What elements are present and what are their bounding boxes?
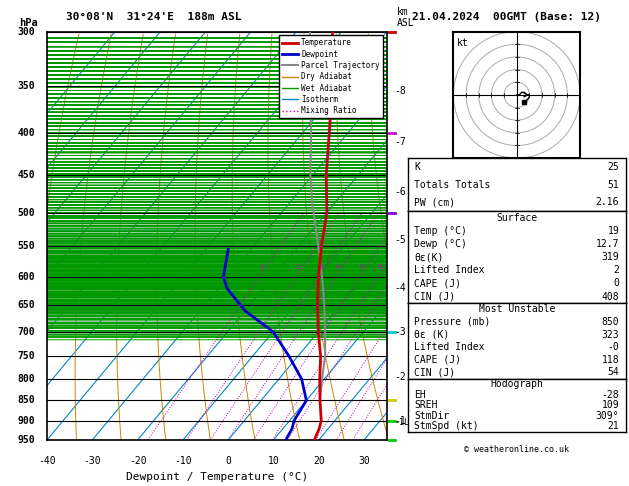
Text: 54: 54 [608, 367, 620, 377]
Text: Most Unstable: Most Unstable [479, 304, 555, 314]
Text: 900: 900 [18, 416, 35, 426]
Text: 1: 1 [259, 264, 264, 270]
Text: CAPE (J): CAPE (J) [414, 278, 461, 288]
Text: 500: 500 [18, 208, 35, 218]
Text: 30°08'N  31°24'E  188m ASL: 30°08'N 31°24'E 188m ASL [66, 12, 242, 22]
Text: 309°: 309° [596, 411, 620, 421]
Text: 19: 19 [608, 226, 620, 236]
Text: Temp (°C): Temp (°C) [414, 226, 467, 236]
Text: 8: 8 [377, 264, 382, 270]
Text: -10: -10 [174, 456, 192, 466]
Text: 450: 450 [18, 170, 35, 180]
Text: -40: -40 [38, 456, 56, 466]
Text: 323: 323 [602, 330, 620, 340]
Text: -7: -7 [394, 137, 406, 147]
Text: 800: 800 [18, 374, 35, 384]
Text: 850: 850 [602, 317, 620, 327]
Text: 3: 3 [318, 264, 323, 270]
Text: -20: -20 [129, 456, 147, 466]
Text: 51: 51 [608, 180, 620, 190]
Text: 0: 0 [613, 278, 620, 288]
Text: Surface: Surface [496, 213, 537, 223]
Text: 2: 2 [296, 264, 300, 270]
Text: -1: -1 [394, 416, 406, 426]
Text: EH: EH [414, 389, 426, 399]
Legend: Temperature, Dewpoint, Parcel Trajectory, Dry Adiabat, Wet Adiabat, Isotherm, Mi: Temperature, Dewpoint, Parcel Trajectory… [279, 35, 383, 118]
Text: -8: -8 [394, 86, 406, 96]
Text: SREH: SREH [414, 400, 438, 410]
Text: 750: 750 [18, 351, 35, 361]
Text: CIN (J): CIN (J) [414, 367, 455, 377]
Text: 4: 4 [335, 264, 340, 270]
Text: 6: 6 [360, 264, 364, 270]
Text: PW (cm): PW (cm) [414, 197, 455, 208]
Text: 20: 20 [313, 456, 325, 466]
Text: 2.16: 2.16 [596, 197, 620, 208]
Text: 21.04.2024  00GMT (Base: 12): 21.04.2024 00GMT (Base: 12) [412, 12, 601, 22]
Text: 12.7: 12.7 [596, 239, 620, 249]
Text: 2: 2 [613, 265, 620, 275]
Text: Mixing Ratio (g/kg): Mixing Ratio (g/kg) [416, 188, 425, 283]
Text: Pressure (mb): Pressure (mb) [414, 317, 491, 327]
Text: 0: 0 [225, 456, 231, 466]
Text: 25: 25 [608, 162, 620, 172]
Text: © weatheronline.co.uk: © weatheronline.co.uk [464, 445, 569, 454]
Text: hPa: hPa [19, 17, 38, 28]
Text: kt: kt [457, 38, 469, 48]
Text: StmSpd (kt): StmSpd (kt) [414, 421, 479, 432]
Text: 30: 30 [359, 456, 370, 466]
Text: -2: -2 [394, 372, 406, 382]
Text: 319: 319 [602, 252, 620, 262]
Text: K: K [414, 162, 420, 172]
Text: θε (K): θε (K) [414, 330, 449, 340]
Text: Dewpoint / Temperature (°C): Dewpoint / Temperature (°C) [126, 472, 308, 483]
Text: 21: 21 [608, 421, 620, 432]
Text: -1LCL: -1LCL [394, 418, 420, 427]
Text: 850: 850 [18, 396, 35, 405]
Text: Hodograph: Hodograph [490, 379, 543, 389]
Text: -6: -6 [394, 187, 406, 197]
Text: -30: -30 [84, 456, 101, 466]
Text: 408: 408 [602, 292, 620, 301]
Text: StmDir: StmDir [414, 411, 449, 421]
Text: -28: -28 [602, 389, 620, 399]
Text: Lifted Index: Lifted Index [414, 265, 484, 275]
Text: 700: 700 [18, 327, 35, 337]
Text: θε(K): θε(K) [414, 252, 443, 262]
Text: CAPE (J): CAPE (J) [414, 355, 461, 364]
Text: CIN (J): CIN (J) [414, 292, 455, 301]
Text: Totals Totals: Totals Totals [414, 180, 491, 190]
Text: 400: 400 [18, 128, 35, 139]
Text: 600: 600 [18, 272, 35, 282]
Text: 109: 109 [602, 400, 620, 410]
Text: 10: 10 [268, 456, 279, 466]
Text: 550: 550 [18, 241, 35, 251]
Text: 350: 350 [18, 81, 35, 91]
Text: 118: 118 [602, 355, 620, 364]
Text: 650: 650 [18, 300, 35, 311]
Text: Dewp (°C): Dewp (°C) [414, 239, 467, 249]
Text: -5: -5 [394, 235, 406, 245]
Text: km
ASL: km ASL [397, 7, 415, 28]
Text: 300: 300 [18, 27, 35, 36]
Text: -3: -3 [394, 327, 406, 337]
Text: 950: 950 [18, 435, 35, 445]
Text: -4: -4 [394, 282, 406, 293]
Text: Lifted Index: Lifted Index [414, 342, 484, 352]
Text: -0: -0 [608, 342, 620, 352]
